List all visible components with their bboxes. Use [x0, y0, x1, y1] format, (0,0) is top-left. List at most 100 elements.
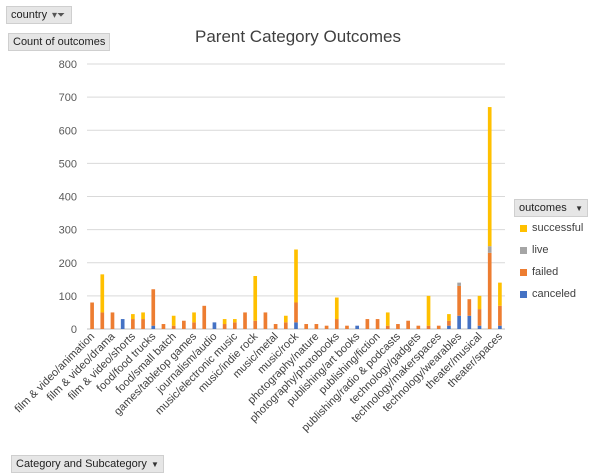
bar-failed[interactable]	[385, 325, 390, 329]
bar-failed[interactable]	[416, 325, 421, 329]
value-field-button[interactable]: Count of outcomes	[8, 33, 111, 51]
bar-failed[interactable]	[90, 302, 94, 330]
bar-failed[interactable]	[110, 312, 115, 329]
bar-failed[interactable]	[396, 324, 400, 329]
chevron-down-icon: ▼	[575, 204, 583, 213]
bar-successful[interactable]	[192, 312, 196, 323]
y-tick-label: 700	[59, 92, 77, 104]
bar-failed[interactable]	[192, 322, 196, 329]
legend-label: canceled	[532, 288, 577, 300]
bar-canceled[interactable]	[294, 322, 298, 329]
filter-icon: ▾⏷	[51, 10, 65, 21]
legend-swatch	[520, 268, 527, 276]
bar-failed[interactable]	[222, 324, 227, 329]
bar-successful[interactable]	[131, 314, 135, 320]
x-tick-label: film & video/animation	[13, 331, 98, 416]
bar-successful[interactable]	[171, 315, 176, 326]
bar-failed[interactable]	[253, 320, 258, 329]
chart-title: Parent Category Outcomes	[195, 27, 401, 46]
bar-canceled[interactable]	[151, 325, 156, 329]
bar-failed[interactable]	[100, 312, 105, 329]
bar-failed[interactable]	[232, 322, 237, 329]
y-tick-label: 500	[59, 158, 77, 170]
legend-label: successful	[532, 222, 584, 234]
bar-live[interactable]	[487, 246, 492, 253]
bar-successful[interactable]	[253, 276, 258, 321]
bar-failed[interactable]	[457, 285, 461, 316]
bars	[90, 107, 502, 330]
bar-failed[interactable]	[314, 324, 319, 329]
bar-failed[interactable]	[498, 305, 502, 326]
legend-item-live[interactable]: live	[520, 244, 549, 256]
bar-canceled[interactable]	[457, 315, 461, 329]
bar-failed[interactable]	[365, 319, 370, 329]
country-filter-button[interactable]: country ▾⏷	[6, 6, 72, 24]
y-tick-label: 300	[59, 225, 77, 237]
bar-canceled[interactable]	[467, 315, 472, 329]
bar-failed[interactable]	[436, 325, 441, 329]
bar-failed[interactable]	[375, 319, 380, 329]
bar-failed[interactable]	[243, 312, 247, 329]
bar-failed[interactable]	[151, 289, 156, 326]
y-tick-label: 400	[59, 192, 77, 204]
bar-failed[interactable]	[141, 319, 145, 329]
bar-canceled[interactable]	[212, 322, 217, 329]
y-tick-label: 100	[59, 291, 77, 303]
bar-failed[interactable]	[324, 325, 329, 329]
bar-successful[interactable]	[100, 274, 105, 313]
bar-failed[interactable]	[263, 312, 268, 329]
bar-successful[interactable]	[294, 249, 298, 303]
country-filter-label: country	[11, 9, 48, 21]
bar-canceled[interactable]	[355, 325, 360, 329]
bar-failed[interactable]	[273, 324, 278, 329]
bar-canceled[interactable]	[477, 325, 482, 329]
bar-failed[interactable]	[447, 320, 451, 326]
bar-successful[interactable]	[487, 107, 492, 247]
bar-successful[interactable]	[283, 315, 288, 323]
legend-swatch	[520, 246, 527, 254]
bar-failed[interactable]	[406, 320, 410, 329]
bar-failed[interactable]	[202, 305, 207, 329]
bar-successful[interactable]	[426, 295, 431, 326]
bar-failed[interactable]	[467, 299, 472, 316]
bar-failed[interactable]	[182, 320, 186, 329]
bar-successful[interactable]	[232, 319, 237, 323]
bar-failed[interactable]	[345, 325, 349, 329]
y-axis-ticks: 0 100 200 300 400 500 600 700 800	[59, 59, 77, 336]
value-field-label: Count of outcomes	[13, 36, 106, 48]
bar-failed[interactable]	[171, 325, 176, 329]
y-tick-label: 0	[71, 324, 77, 336]
legend-label: live	[532, 244, 549, 256]
bar-canceled[interactable]	[447, 325, 451, 329]
legend-field-button[interactable]: outcomes ▼	[514, 199, 588, 217]
bar-successful[interactable]	[477, 295, 482, 310]
bar-failed[interactable]	[487, 252, 492, 329]
bar-successful[interactable]	[385, 312, 390, 326]
bar-failed[interactable]	[334, 319, 339, 329]
bar-successful[interactable]	[447, 314, 451, 321]
bar-live[interactable]	[457, 282, 461, 286]
y-tick-label: 800	[59, 59, 77, 71]
axis-field-button[interactable]: Category and Subcategory ▼	[11, 455, 164, 473]
bar-failed[interactable]	[477, 309, 482, 326]
legend-field-label: outcomes	[519, 202, 567, 214]
bar-failed[interactable]	[131, 319, 135, 329]
legend-swatch	[520, 224, 527, 232]
bar-failed[interactable]	[304, 324, 309, 329]
y-tick-label: 600	[59, 125, 77, 137]
bar-canceled[interactable]	[498, 325, 502, 329]
bar-failed[interactable]	[294, 302, 298, 323]
bar-successful[interactable]	[222, 319, 227, 325]
bar-successful[interactable]	[141, 312, 145, 320]
y-tick-label: 200	[59, 258, 77, 270]
bar-failed[interactable]	[283, 322, 288, 329]
bar-canceled[interactable]	[120, 319, 125, 329]
legend-item-canceled[interactable]: canceled	[520, 288, 576, 300]
bar-successful[interactable]	[334, 297, 339, 320]
bar-failed[interactable]	[161, 324, 166, 329]
legend-item-failed[interactable]: failed	[520, 266, 558, 278]
bar-successful[interactable]	[498, 282, 502, 306]
legend-item-successful[interactable]: successful	[520, 222, 583, 234]
bar-failed[interactable]	[426, 325, 431, 329]
